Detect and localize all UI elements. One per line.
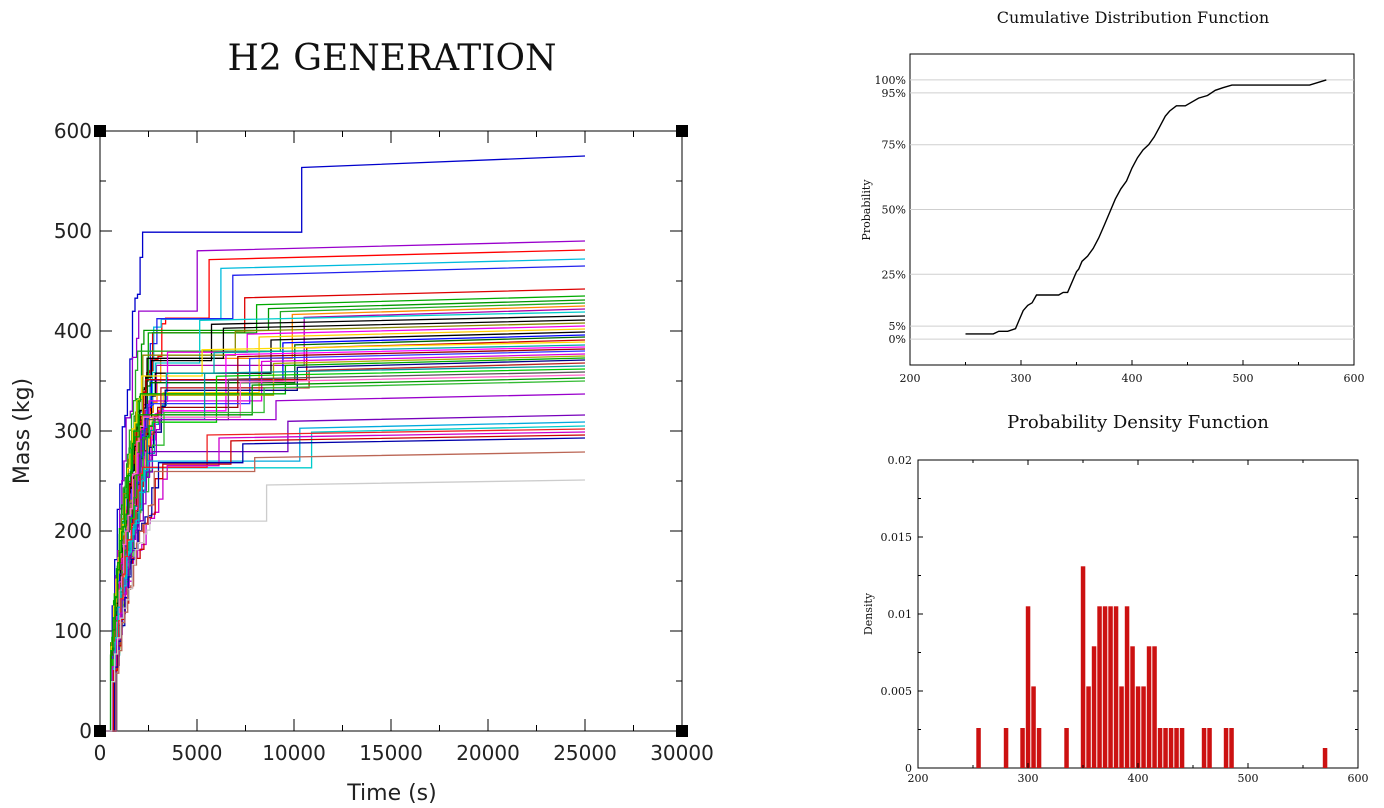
series-line bbox=[100, 365, 586, 732]
cdf-y-axis-label: Probability bbox=[860, 179, 873, 241]
pdf-x-tick-label: 500 bbox=[1238, 772, 1259, 785]
pdf-y-tick-label: 0 bbox=[905, 762, 912, 775]
pdf-bar bbox=[1124, 606, 1130, 768]
pdf-bar bbox=[1020, 728, 1025, 768]
plot-frame bbox=[99, 130, 683, 732]
pdf-x-tick-label: 400 bbox=[1128, 772, 1149, 785]
pdf-bar bbox=[1135, 686, 1141, 768]
pdf-bar bbox=[1064, 728, 1069, 768]
tick-labels: 0 5000 10000 15000 20000 25000 30000 0 100 200 300… bbox=[54, 119, 714, 765]
x-axis-label: Time (s) bbox=[346, 781, 436, 806]
x-tick-label: 0 bbox=[94, 741, 107, 765]
cdf-y-tick-label: 25% bbox=[882, 268, 906, 281]
pdf-bar bbox=[1108, 606, 1113, 768]
cdf-y-tick-label: 95% bbox=[882, 87, 906, 100]
cdf-x-tick-label: 400 bbox=[1122, 372, 1143, 385]
pdf-ticks: 0 0.005 0.01 0.015 0.02 200 300 400 500 600 bbox=[881, 454, 1369, 785]
corner-handle-bottom-left[interactable] bbox=[94, 725, 106, 737]
corner-handle-bottom-right[interactable] bbox=[676, 725, 688, 737]
pdf-bar bbox=[1157, 728, 1163, 768]
pdf-bars bbox=[976, 566, 1328, 768]
pdf-y-axis-label: Density bbox=[862, 592, 875, 635]
x-tick-label: 20000 bbox=[456, 741, 520, 765]
x-tick-label: 30000 bbox=[650, 741, 714, 765]
cdf-ticks: 0%5% 25% 50% 75% 95%100% 200 300 400 500 600 bbox=[875, 74, 1365, 385]
pdf-bar bbox=[1031, 686, 1036, 768]
pdf-bar bbox=[1025, 606, 1031, 768]
pdf-bar bbox=[1146, 646, 1152, 768]
x-tick-label: 10000 bbox=[262, 741, 326, 765]
y-tick-label: 600 bbox=[54, 119, 92, 143]
cdf-y-tick-label: 0% bbox=[889, 333, 906, 346]
cdf-line bbox=[965, 79, 1327, 335]
series-lines bbox=[100, 155, 586, 732]
cdf-x-tick-label: 300 bbox=[1011, 372, 1032, 385]
series-line bbox=[100, 425, 586, 732]
pdf-bar bbox=[1207, 728, 1212, 768]
x-tick-label: 25000 bbox=[553, 741, 617, 765]
cdf-y-tick-label: 100% bbox=[875, 74, 906, 87]
series-line bbox=[100, 357, 586, 732]
pdf-bar bbox=[1174, 728, 1179, 768]
pdf-y-tick-label: 0.01 bbox=[888, 608, 913, 621]
pdf-bar bbox=[1229, 728, 1234, 768]
pdf-bar bbox=[1080, 566, 1086, 768]
pdf-bar bbox=[1152, 646, 1157, 768]
pdf-bar bbox=[1113, 606, 1119, 768]
pdf-bar bbox=[1102, 606, 1108, 768]
pdf-bar bbox=[1119, 686, 1124, 768]
pdf-bar bbox=[1163, 728, 1168, 768]
pdf-bar bbox=[1201, 728, 1207, 768]
series-line bbox=[100, 479, 586, 732]
cdf-y-tick-label: 5% bbox=[889, 320, 906, 333]
corner-handle-top-right[interactable] bbox=[676, 125, 688, 137]
pdf-x-tick-label: 600 bbox=[1348, 772, 1369, 785]
pdf-bar bbox=[1091, 646, 1097, 768]
y-tick-label: 0 bbox=[79, 719, 92, 743]
y-tick-label: 500 bbox=[54, 219, 92, 243]
cdf-y-tick-label: 50% bbox=[882, 204, 906, 217]
cdf-grid bbox=[910, 79, 1354, 340]
series-line bbox=[100, 377, 586, 732]
pdf-bar bbox=[1141, 686, 1146, 768]
cdf-chart: Cumulative Distribution Function 0%5% 25%… bbox=[860, 8, 1365, 385]
pdf-x-tick-label: 300 bbox=[1018, 772, 1039, 785]
y-tick-label: 200 bbox=[54, 519, 92, 543]
pdf-bar bbox=[1130, 646, 1135, 768]
y-tick-label: 100 bbox=[54, 619, 92, 643]
series-line bbox=[100, 421, 586, 732]
x-tick-label: 15000 bbox=[359, 741, 423, 765]
pdf-bar bbox=[1322, 748, 1328, 768]
pdf-bar bbox=[1003, 728, 1009, 768]
y-axis-label: Mass (kg) bbox=[10, 378, 35, 484]
pdf-bar bbox=[1036, 728, 1042, 768]
h2-generation-chart: H2 GENERATION 0 5000 10000 15000 20000 25000 3… bbox=[10, 38, 714, 806]
cdf-title: Cumulative Distribution Function bbox=[997, 8, 1269, 27]
y-tick-label: 300 bbox=[54, 419, 92, 443]
cdf-x-tick-label: 600 bbox=[1344, 372, 1365, 385]
x-tick-label: 5000 bbox=[172, 741, 223, 765]
pdf-bar bbox=[1179, 728, 1185, 768]
pdf-y-tick-label: 0.005 bbox=[881, 685, 913, 698]
series-line bbox=[100, 155, 586, 732]
pdf-bar bbox=[1086, 686, 1091, 768]
pdf-y-tick-label: 0.015 bbox=[881, 531, 913, 544]
pdf-y-tick-label: 0.02 bbox=[888, 454, 913, 467]
pdf-bar bbox=[1097, 606, 1102, 768]
pdf-bar bbox=[1168, 728, 1174, 768]
cdf-x-tick-label: 500 bbox=[1233, 372, 1254, 385]
chart-title: H2 GENERATION bbox=[228, 38, 557, 79]
cdf-x-tick-label: 200 bbox=[900, 372, 921, 385]
series-line bbox=[100, 371, 586, 732]
pdf-bar bbox=[1223, 728, 1229, 768]
pdf-x-tick-label: 200 bbox=[908, 772, 929, 785]
pdf-chart: Probability Density Function 00.0050.010… bbox=[862, 412, 1369, 785]
pdf-title: Probability Density Function bbox=[1007, 412, 1269, 433]
cdf-y-tick-label: 75% bbox=[882, 139, 906, 152]
y-tick-label: 400 bbox=[54, 319, 92, 343]
pdf-bar bbox=[976, 728, 981, 768]
corner-handle-top-left[interactable] bbox=[94, 125, 106, 137]
